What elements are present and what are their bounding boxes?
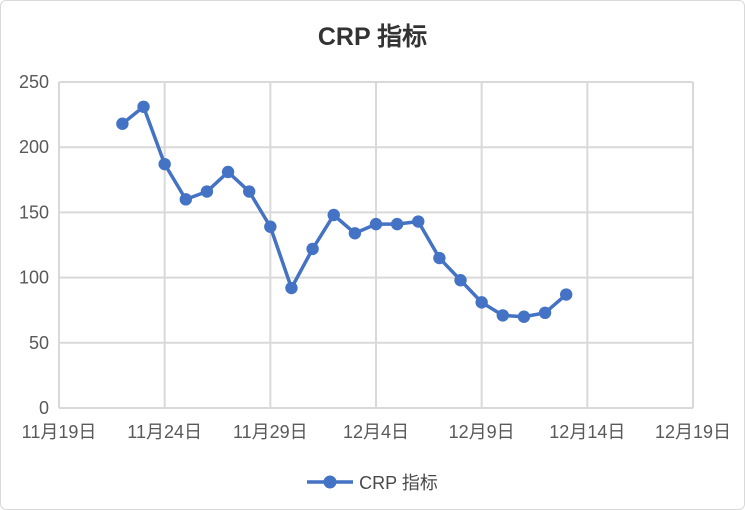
data-point-marker xyxy=(475,296,488,309)
data-point-marker xyxy=(327,208,340,222)
x-tick-label: 11月24日 xyxy=(127,422,202,442)
y-tick-label: 100 xyxy=(19,268,49,288)
data-point-marker xyxy=(369,217,383,231)
data-point-marker xyxy=(116,117,129,130)
y-tick-label: 150 xyxy=(19,202,49,222)
data-point-marker xyxy=(243,185,256,198)
data-point-marker xyxy=(179,193,192,206)
y-tick-label: 0 xyxy=(39,398,49,418)
x-tick-label: 12月19日 xyxy=(655,422,731,442)
x-tick-label: 12月9日 xyxy=(449,422,515,442)
y-tick-label: 200 xyxy=(19,137,49,157)
x-tick-label: 12月14日 xyxy=(549,422,625,442)
data-point-marker xyxy=(200,185,214,198)
legend-marker-icon xyxy=(307,475,354,489)
y-tick-label: 250 xyxy=(19,72,49,92)
data-point-marker xyxy=(306,242,319,256)
data-point-marker xyxy=(390,217,404,231)
data-point-marker xyxy=(348,227,362,240)
data-point-marker xyxy=(496,309,509,322)
data-point-marker xyxy=(433,251,446,265)
data-point-marker xyxy=(412,215,425,228)
series-line xyxy=(120,105,568,319)
data-point-marker xyxy=(137,100,150,113)
legend: CRP 指标 xyxy=(1,469,744,495)
data-point-marker xyxy=(517,310,531,323)
y-tick-label: 50 xyxy=(29,333,49,353)
data-point-marker xyxy=(221,165,235,179)
x-tick-label: 11月29日 xyxy=(233,422,308,442)
x-tick-label: 12月4日 xyxy=(343,422,409,442)
data-point-marker xyxy=(158,157,171,171)
chart-title: CRP 指标 xyxy=(317,23,428,51)
data-point-marker xyxy=(264,220,277,233)
data-point-marker xyxy=(560,288,573,301)
data-point-marker xyxy=(454,274,467,287)
data-point-marker xyxy=(538,306,552,320)
data-point-marker xyxy=(285,281,298,295)
x-tick-label: 11月19日 xyxy=(22,422,97,442)
legend-label: CRP 指标 xyxy=(359,473,438,493)
